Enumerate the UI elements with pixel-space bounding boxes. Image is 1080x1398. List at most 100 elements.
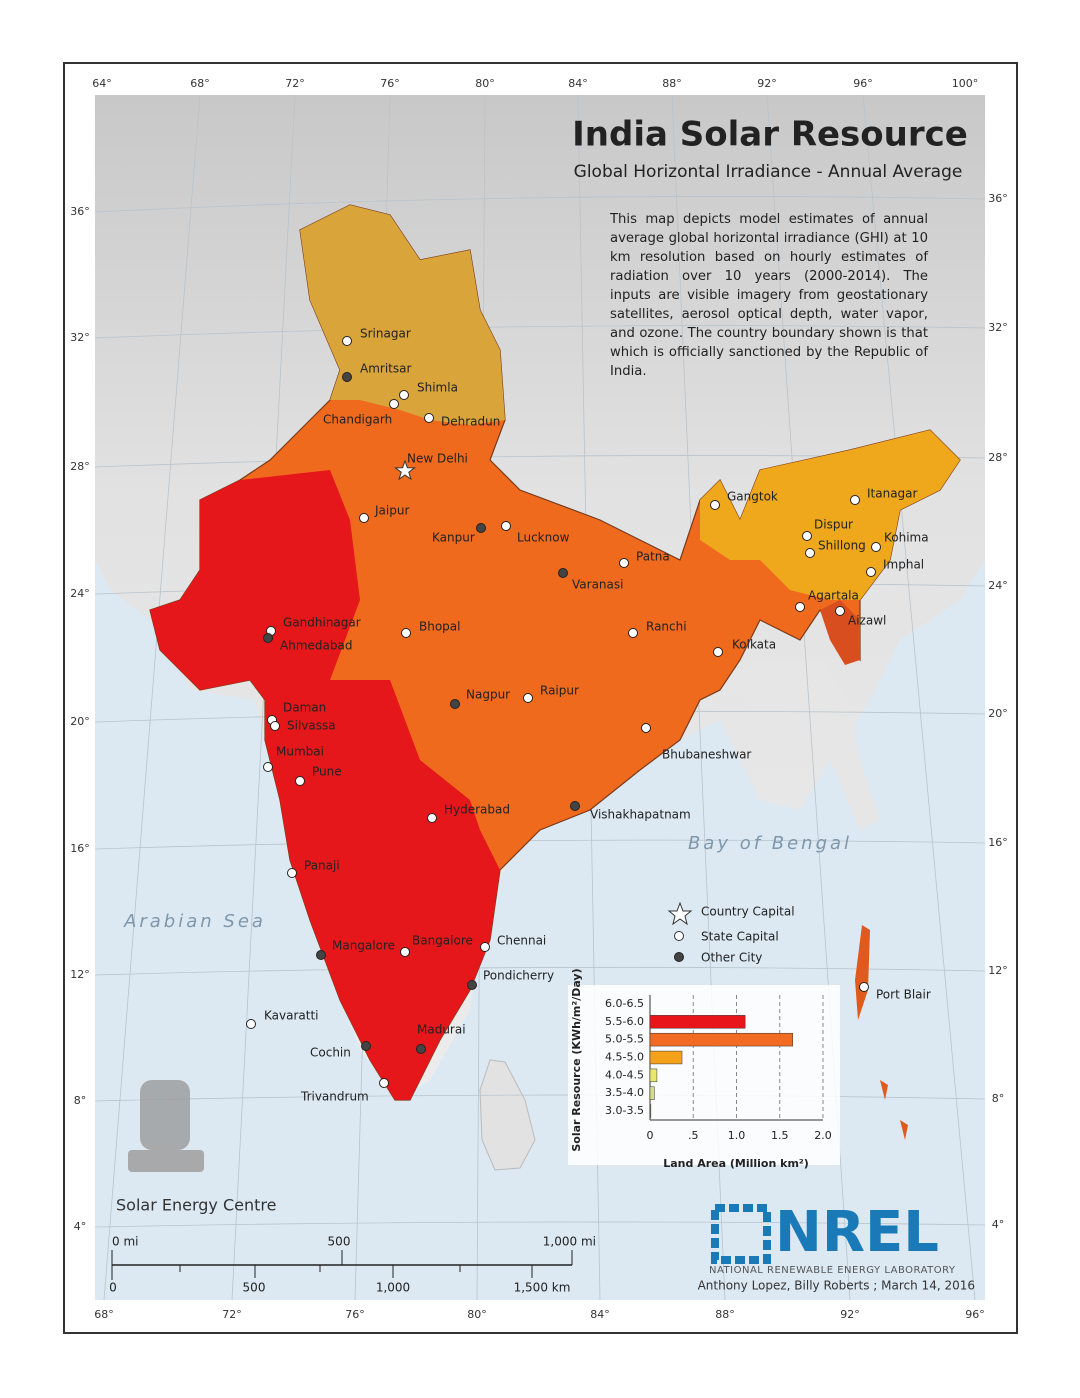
city-label: Kolkata <box>732 638 776 652</box>
legend-label: Country Capital <box>701 905 795 919</box>
x-tick-label: 1.5 <box>771 1129 789 1142</box>
x-tick-label: 1.0 <box>728 1129 746 1142</box>
legend-label: State Capital <box>701 930 779 944</box>
scale-label: 1,000 mi <box>543 1235 596 1249</box>
city-label: Mumbai <box>276 745 324 759</box>
city-marker <box>389 399 399 409</box>
frame <box>63 62 1018 1334</box>
city-marker <box>401 628 411 638</box>
graticule-label: 96° <box>965 1308 985 1321</box>
scale-label: 500 <box>243 1281 266 1295</box>
north-region <box>300 205 505 425</box>
city-label: Panaji <box>304 859 340 873</box>
chart-y-label: Solar Resource (KWh/m²/Day) <box>570 968 583 1151</box>
city-marker <box>400 947 410 957</box>
graticule-label: 4° <box>74 1220 87 1233</box>
mizoram <box>820 600 860 665</box>
graticule-label: 8° <box>74 1094 87 1107</box>
city-label: Port Blair <box>876 988 931 1002</box>
graticule-label: 28° <box>70 460 90 473</box>
description: This map depicts model estimates of annu… <box>610 212 928 379</box>
bar <box>649 1086 655 1100</box>
graticule-label: 24° <box>988 579 1008 592</box>
city-label: Bhubaneshwar <box>662 748 751 762</box>
bar <box>649 1068 658 1083</box>
city-marker <box>316 950 326 960</box>
graticule-label: 12° <box>988 964 1008 977</box>
graticule-label: 4° <box>992 1218 1005 1231</box>
city-marker <box>713 647 723 657</box>
bangladesh-myanmar <box>700 660 880 830</box>
y-tick-label: 4.5-5.0 <box>605 1051 644 1064</box>
nrel-mark <box>711 1204 771 1264</box>
city-label: Lucknow <box>517 531 570 545</box>
scale-label: 1,000 <box>376 1281 410 1295</box>
graticule-label: 72° <box>285 77 305 90</box>
graticule-label: 88° <box>662 77 682 90</box>
city-marker <box>795 602 805 612</box>
city-marker <box>802 531 812 541</box>
city-marker <box>450 699 460 709</box>
city-marker <box>416 1044 426 1054</box>
city-label: Shillong <box>818 539 866 553</box>
inset-chart: 0 .5 1.0 1.5 2.0 6.0-6.5 5.5-6.0 5.0-5.5 4.5-5.0… <box>605 995 832 1142</box>
authors: Anthony Lopez, Billy Roberts ; March 14,… <box>698 1279 975 1293</box>
city-label: Imphal <box>883 558 924 572</box>
city-marker <box>628 628 638 638</box>
city-label: Gangtok <box>727 490 778 504</box>
city-label: Kanpur <box>432 531 475 545</box>
city-marker <box>287 868 297 878</box>
legend-star <box>667 901 693 926</box>
city-marker <box>359 513 369 523</box>
city-marker <box>480 942 490 952</box>
city-marker <box>342 336 352 346</box>
graticule-label: 68° <box>94 1308 114 1321</box>
graticule-label: 24° <box>70 587 90 600</box>
city-label: Ranchi <box>646 620 687 634</box>
graticule-label: 80° <box>475 77 495 90</box>
graticule-label: 84° <box>590 1308 610 1321</box>
graticule-label: 88° <box>715 1308 735 1321</box>
city-marker <box>394 459 416 481</box>
city-label: Patna <box>636 550 670 564</box>
graticule-label: 72° <box>222 1308 242 1321</box>
city-label: Vishakhapatnam <box>590 808 691 822</box>
graticule-label: 12° <box>70 968 90 981</box>
city-label: Raipur <box>540 684 579 698</box>
scale-label: 0 <box>109 1281 117 1295</box>
city-label: Pune <box>312 765 342 779</box>
city-label: Pondicherry <box>483 969 554 983</box>
city-label: Varanasi <box>572 578 623 592</box>
city-marker <box>866 567 876 577</box>
city-marker <box>805 548 815 558</box>
city-label: Dehradun <box>441 415 500 429</box>
y-tick-label: 5.0-5.5 <box>605 1033 644 1046</box>
graticule-label: 68° <box>190 77 210 90</box>
city-marker <box>558 568 568 578</box>
agency: Solar Energy Centre <box>116 1196 276 1215</box>
graticule-label: 92° <box>757 77 777 90</box>
graticule-labels: 64° 68° 72° 76° 80° 84° 88° 92° 96° 100° 68° 72° 76°… <box>70 77 1008 1321</box>
city-label: Dispur <box>814 518 853 532</box>
bar <box>649 1104 652 1118</box>
city-marker <box>427 813 437 823</box>
city-label: Cochin <box>310 1046 351 1060</box>
subtitle: Global Horizontal Irradiance - Annual Av… <box>574 162 963 182</box>
graticule-label: 8° <box>992 1092 1005 1105</box>
city-marker <box>379 1078 389 1088</box>
x-tick-label: .5 <box>688 1129 699 1142</box>
graticule-label: 32° <box>70 331 90 344</box>
city-marker <box>361 1041 371 1051</box>
city-label: Agartala <box>808 589 859 603</box>
graticule-label: 20° <box>988 707 1008 720</box>
city-label: Amritsar <box>360 362 411 376</box>
city-label: Srinagar <box>360 327 411 341</box>
city-marker <box>710 500 720 510</box>
city-label: Bangalore <box>412 934 473 948</box>
sea-label: Bay of Bengal <box>688 833 852 854</box>
legend-label: Other City <box>701 951 762 965</box>
city-marker <box>871 542 881 552</box>
logo: NREL <box>775 1200 939 1265</box>
